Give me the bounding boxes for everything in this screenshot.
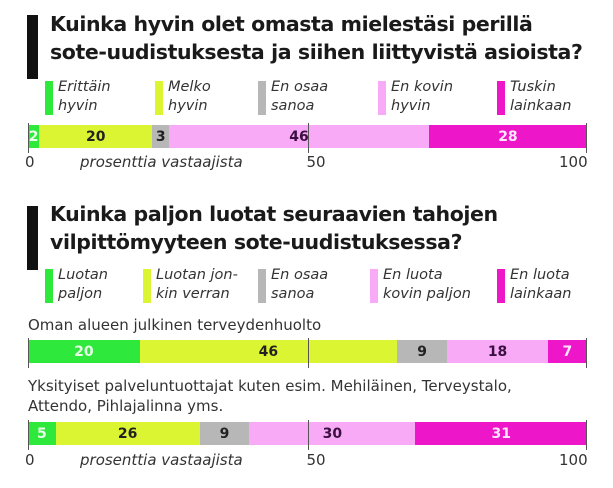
bar-segment: 28 (428, 125, 587, 148)
bar-segment: 7 (547, 340, 587, 363)
title-line: Kuinka hyvin olet omasta mielestäsi peri… (50, 12, 533, 36)
legend-label: En osaa sanoa (271, 79, 329, 114)
x-axis-label: prosenttia vastaajista (80, 451, 243, 469)
legend-label: Luotan paljon (58, 267, 108, 302)
tick-label: 0 (25, 153, 35, 171)
gridline (307, 420, 309, 450)
bar-segment: 30 (249, 422, 416, 445)
bar-segment: 3 (152, 125, 170, 148)
bar-segment: 5 (28, 422, 56, 445)
gridline (28, 123, 29, 153)
chart-2-bar-public: 20 46 9 18 7 (28, 340, 587, 363)
chart-1-bar: 2 20 3 46 28 (28, 125, 587, 148)
category-label: Yksityiset palveluntuottajat kuten esim.… (28, 376, 512, 416)
gridline (28, 420, 29, 450)
legend-swatch (497, 81, 505, 115)
bar-segment: 31 (415, 422, 587, 445)
legend-swatch (370, 269, 378, 303)
tick-label: 100 (559, 153, 588, 171)
bar-segment: 46 (169, 125, 429, 148)
chart-1-title: Kuinka hyvin olet omasta mielestäsi peri… (50, 10, 583, 66)
bar-segment: 20 (28, 340, 140, 363)
legend-item: En osaa sanoa (258, 266, 328, 304)
title-line: Kuinka paljon luotat seuraavien tahojen (50, 202, 498, 226)
legend-item: Tuskin lainkaan (497, 78, 572, 116)
legend-swatch (258, 269, 266, 303)
x-axis-label: prosenttia vastaajista (80, 153, 243, 171)
title-line: sote-uudistuksesta ja siihen liittyvistä… (50, 40, 583, 64)
tick-label: 50 (306, 153, 326, 171)
legend-swatch (378, 81, 386, 115)
title-line: vilpittömyyteen sote-uudistuksessa? (50, 230, 463, 254)
legend-label: En luota kovin paljon (383, 267, 471, 302)
legend-item: En luota lainkaan (497, 266, 572, 304)
bar-segment: 9 (396, 340, 448, 363)
legend-swatch (258, 81, 266, 115)
legend-item: Melko hyvin (155, 78, 211, 116)
category-line: Attendo, Pihlajalinna yms. (28, 397, 224, 415)
legend-item: En kovin hyvin (378, 78, 453, 116)
gridline (586, 123, 587, 153)
legend-label: Tuskin lainkaan (510, 79, 572, 114)
legend-label: En osaa sanoa (271, 267, 329, 302)
tick-label: 100 (559, 451, 588, 469)
tick-label: 0 (25, 451, 35, 469)
legend-swatch (155, 81, 163, 115)
legend-label: Luotan jon- kin verran (156, 267, 238, 302)
category-line: Yksityiset palveluntuottajat kuten esim.… (28, 377, 512, 395)
bar-segment: 46 (139, 340, 397, 363)
bar-segment: 18 (447, 340, 548, 363)
legend-item: En osaa sanoa (258, 78, 328, 116)
gridline (28, 338, 29, 368)
legend-label: Melko hyvin (168, 79, 211, 114)
title-marker-2 (27, 206, 38, 270)
chart-2-title: Kuinka paljon luotat seuraavien tahojen … (50, 200, 498, 256)
chart-1-legend: Erittäin hyvin Melko hyvin En osaa sanoa En… (0, 78, 613, 118)
legend-swatch (45, 81, 53, 115)
legend-label: En luota lainkaan (510, 267, 572, 302)
legend-item: Luotan paljon (45, 266, 108, 304)
gridline (307, 123, 309, 153)
legend-label: Erittäin hyvin (58, 79, 111, 114)
tick-label: 50 (306, 451, 326, 469)
legend-swatch (45, 269, 53, 303)
legend-swatch (497, 269, 505, 303)
title-marker-1 (27, 15, 38, 79)
legend-swatch (143, 269, 151, 303)
legend-item: En luota kovin paljon (370, 266, 471, 304)
legend-item: Erittäin hyvin (45, 78, 111, 116)
legend-label: En kovin hyvin (391, 79, 454, 114)
bar-segment: 2 (28, 125, 40, 148)
legend-item: Luotan jon- kin verran (143, 266, 238, 304)
bar-segment: 26 (55, 422, 200, 445)
bar-segment: 9 (199, 422, 250, 445)
chart-2-bar-private: 5 26 9 30 31 (28, 422, 587, 445)
chart-2-legend: Luotan paljon Luotan jon- kin verran En os… (0, 266, 613, 306)
category-label: Oman alueen julkinen terveydenhuolto (28, 316, 322, 334)
gridline (307, 338, 309, 368)
gridline (586, 338, 587, 368)
gridline (586, 420, 587, 450)
bar-segment: 20 (39, 125, 153, 148)
